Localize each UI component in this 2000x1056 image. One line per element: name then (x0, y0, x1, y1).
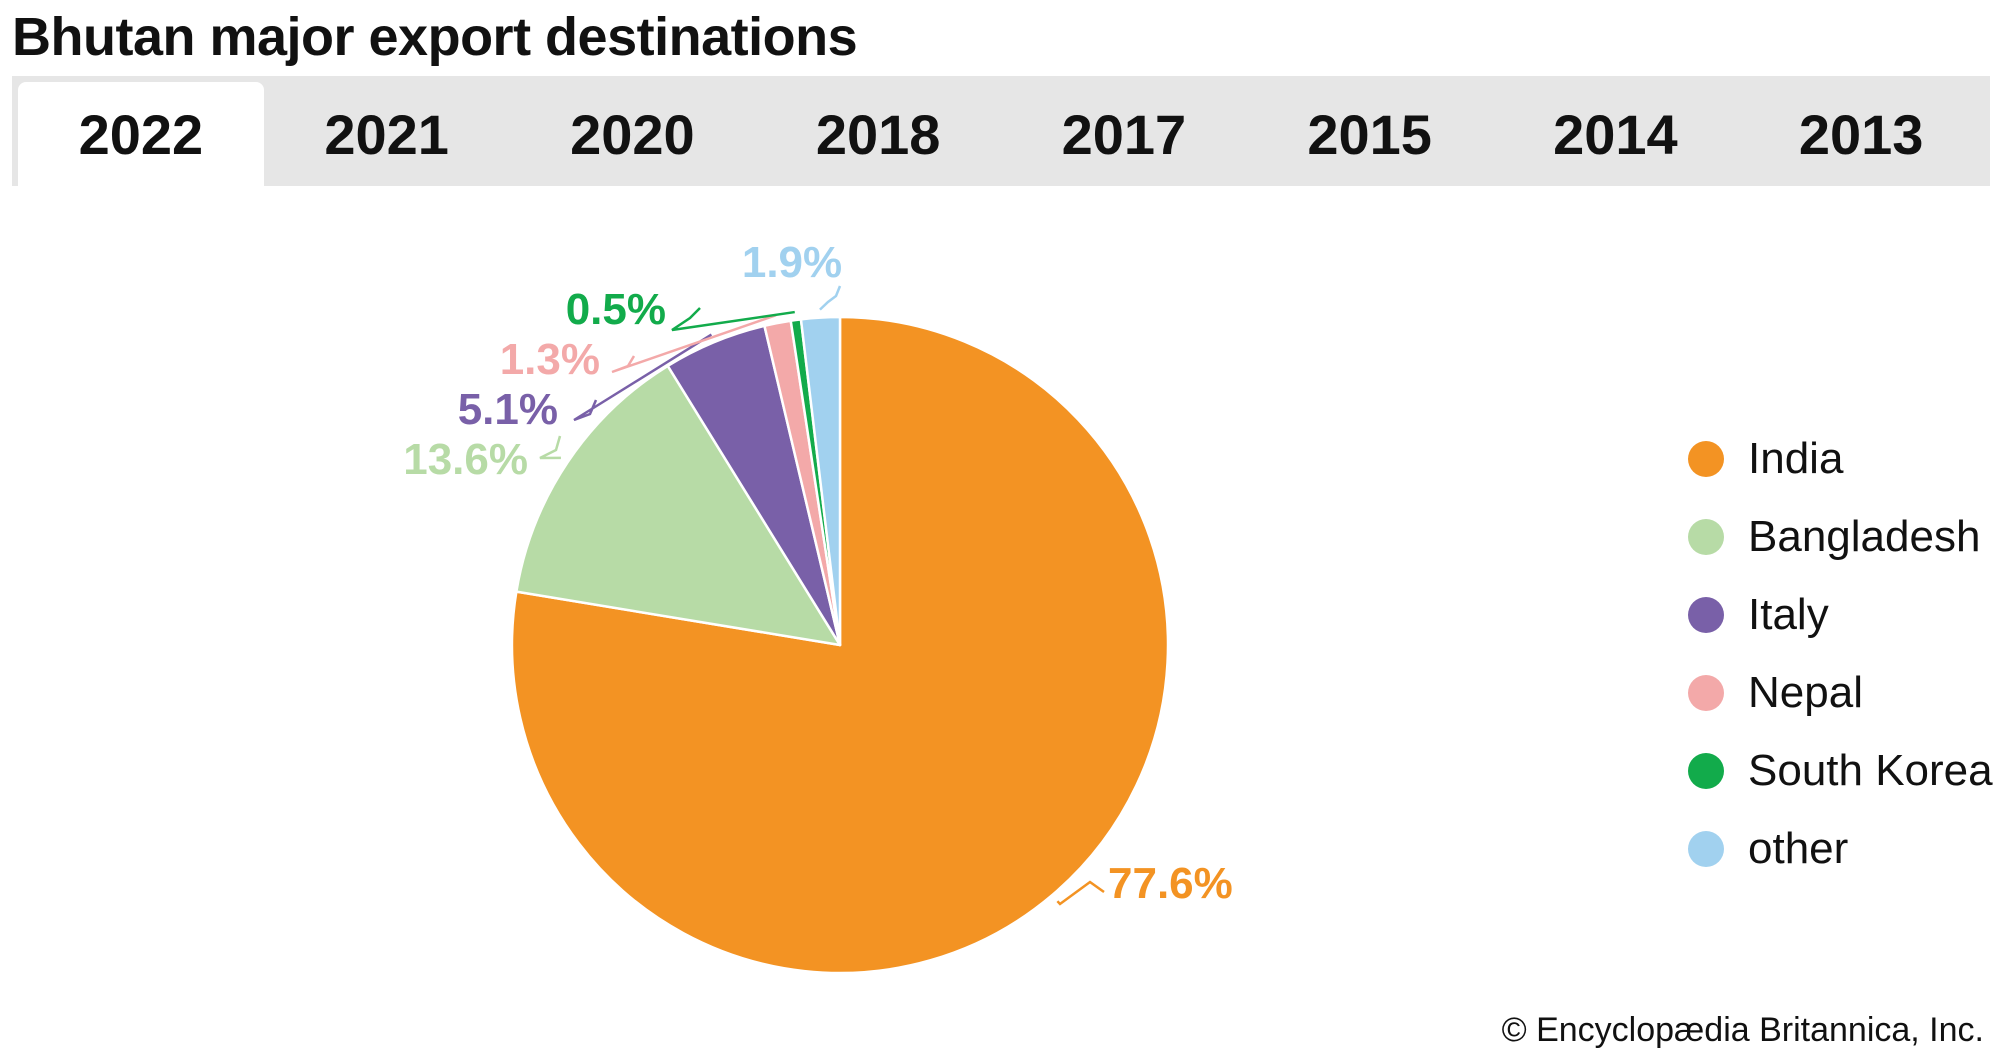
data-label-south-korea: 0.5% (566, 285, 666, 334)
data-label-other: 1.9% (742, 238, 842, 287)
tab-2020[interactable]: 2020 (570, 102, 695, 166)
data-label-bangladesh: 13.6% (403, 435, 528, 484)
legend-swatch-bangladesh (1688, 519, 1724, 555)
leader-line-italy (573, 333, 713, 422)
legend-item-india: India (1688, 420, 1993, 498)
tab-2014[interactable]: 2014 (1553, 102, 1678, 166)
tab-2013[interactable]: 2013 (1798, 102, 1924, 166)
tab-2018[interactable]: 2018 (815, 102, 941, 166)
data-label-india: 77.6% (1108, 859, 1233, 908)
legend-label-india: India (1748, 434, 1844, 483)
legend-swatch-nepal (1688, 675, 1724, 711)
legend-item-other: other (1688, 810, 1993, 888)
data-label-nepal: 1.3% (500, 335, 600, 384)
leader-line-other (819, 285, 842, 311)
pie-slice-bangladesh (515, 364, 842, 647)
year-tab-bar: 2022 2021 2020 2018 2017 2015 2014 2013 (12, 76, 1990, 186)
legend-item-nepal: Nepal (1688, 654, 1993, 732)
legend-label-nepal: Nepal (1748, 668, 1863, 717)
data-label-italy: 5.1% (458, 385, 558, 434)
legend-swatch-other (1688, 831, 1724, 867)
tab-2017[interactable]: 2017 (1061, 102, 1187, 166)
legend-swatch-italy (1688, 597, 1724, 633)
legend-item-italy: Italy (1688, 576, 1993, 654)
leader-line-bangladesh (539, 435, 562, 460)
legend-swatch-south-korea (1688, 753, 1724, 789)
legend-label-bangladesh: Bangladesh (1748, 512, 1981, 561)
legend-item-bangladesh: Bangladesh (1688, 498, 1993, 576)
copyright-credit: © Encyclopædia Britannica, Inc. (1501, 1011, 1984, 1049)
leader-line-india (1056, 880, 1105, 906)
pie-slice-other (799, 315, 842, 647)
legend-swatch-india (1688, 441, 1724, 477)
legend-label-other: other (1748, 824, 1849, 873)
legend-item-south-korea: South Korea (1688, 732, 1993, 810)
leader-line-south-korea (671, 307, 795, 332)
legend: India Bangladesh Italy Nepal South Korea… (1688, 420, 1993, 888)
tab-2015[interactable]: 2015 (1307, 102, 1432, 166)
legend-label-italy: Italy (1748, 590, 1829, 639)
chart-title: Bhutan major export destinations (12, 7, 858, 67)
leader-line-nepal (611, 313, 777, 374)
tab-2022[interactable]: 2022 (18, 82, 264, 186)
legend-label-south-korea: South Korea (1748, 746, 1993, 795)
tab-2021[interactable]: 2021 (324, 102, 449, 166)
